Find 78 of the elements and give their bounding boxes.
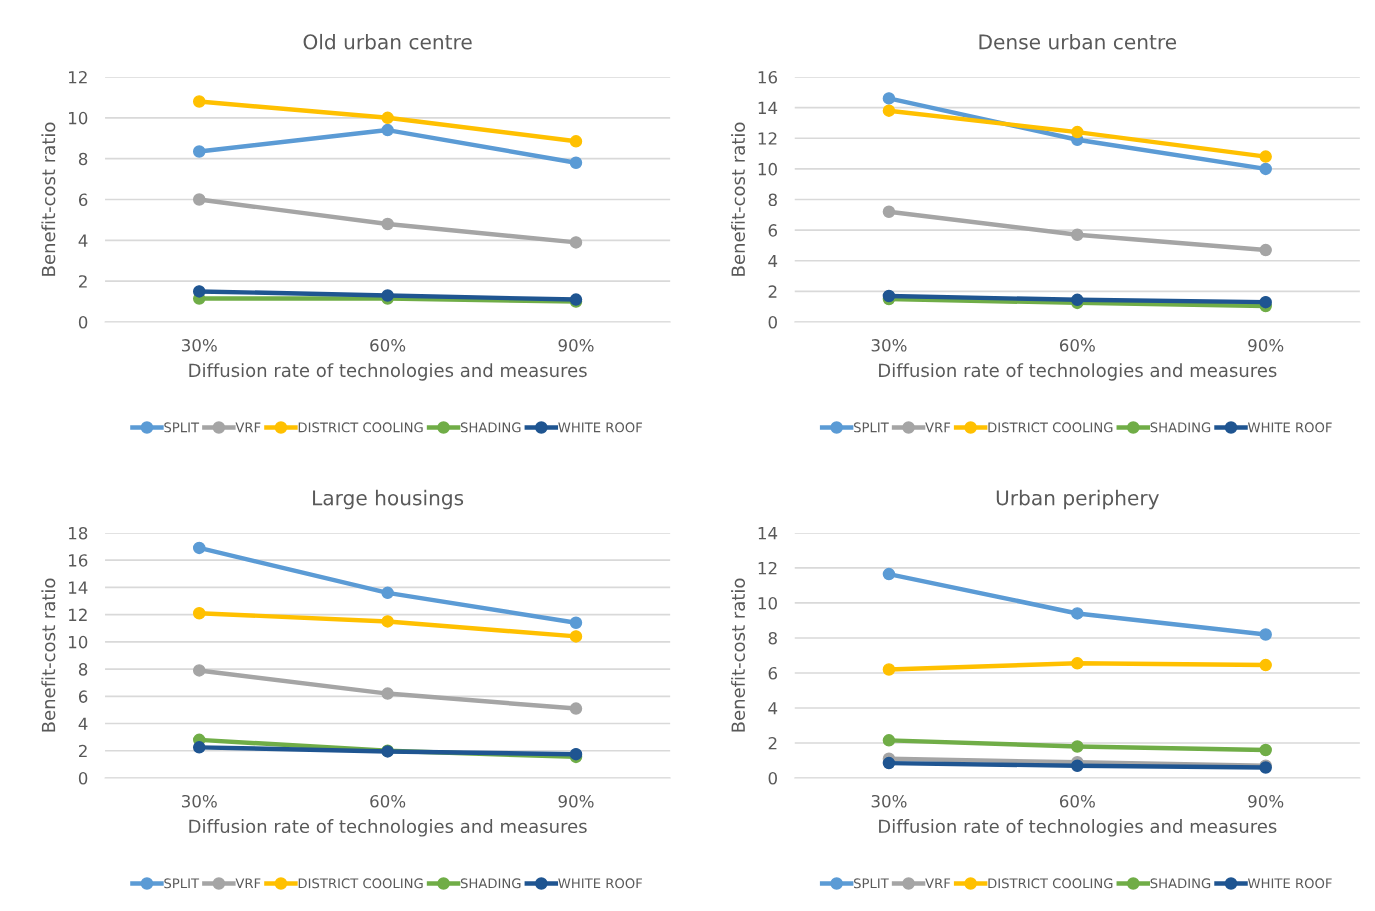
legend-label: DISTRICT COOLING bbox=[988, 422, 1113, 433]
y-tick-label: 2 bbox=[768, 736, 777, 750]
chart-title: Old urban centre bbox=[303, 33, 472, 50]
y-tick-label: 4 bbox=[768, 254, 778, 268]
y-tick-label: 4 bbox=[78, 234, 88, 247]
y-axis-title: Benefit-cost ratio bbox=[41, 122, 56, 276]
legend-label: WHITE ROOF bbox=[558, 422, 643, 433]
y-tick-label: 12 bbox=[758, 132, 777, 145]
y-tick-label: 10 bbox=[758, 596, 777, 610]
y-axis-title: Benefit-cost ratio bbox=[731, 578, 746, 732]
legend-label: SHADING bbox=[1150, 878, 1211, 889]
legend-label: SHADING bbox=[460, 878, 521, 889]
x-tick-label: 30% bbox=[181, 339, 217, 352]
y-axis-title: Benefit-cost ratio bbox=[41, 578, 56, 732]
x-tick-label: 60% bbox=[1059, 794, 1095, 808]
y-tick-label: 14 bbox=[69, 581, 88, 594]
y-tick-label: 12 bbox=[69, 70, 87, 84]
x-tick-label: 90% bbox=[1248, 339, 1284, 352]
y-tick-label: 14 bbox=[758, 101, 778, 114]
y-tick-label: 0 bbox=[78, 771, 88, 785]
legend-label: WHITE ROOF bbox=[1247, 878, 1332, 889]
y-tick-label: 6 bbox=[78, 690, 88, 703]
x-tick-label: 90% bbox=[558, 794, 594, 808]
legend-label: VRF bbox=[235, 878, 261, 889]
legend-label: VRF bbox=[925, 422, 951, 433]
y-tick-label: 16 bbox=[758, 70, 778, 84]
y-tick-label: 4 bbox=[78, 717, 88, 730]
legend-label: SPLIT bbox=[854, 422, 889, 433]
x-tick-label: 30% bbox=[871, 794, 907, 808]
y-tick-label: 6 bbox=[768, 666, 778, 680]
legend-label: SPLIT bbox=[164, 878, 200, 889]
y-tick-label: 6 bbox=[78, 193, 88, 207]
legend-label: WHITE ROOF bbox=[558, 878, 643, 889]
y-tick-label: 4 bbox=[768, 702, 778, 715]
legend-label: SHADING bbox=[460, 422, 521, 433]
legend-label: DISTRICT COOLING bbox=[988, 878, 1113, 889]
y-axis-title: Benefit-cost ratio bbox=[731, 122, 746, 276]
x-tick-label: 30% bbox=[871, 339, 907, 352]
y-tick-label: 2 bbox=[768, 285, 777, 298]
y-tick-label: 8 bbox=[768, 631, 777, 645]
chart-title: Urban periphery bbox=[996, 489, 1159, 510]
y-tick-label: 8 bbox=[78, 152, 88, 166]
y-tick-label: 0 bbox=[768, 316, 777, 329]
y-tick-label: 8 bbox=[768, 193, 777, 207]
legend-label: DISTRICT COOLING bbox=[298, 878, 423, 889]
y-tick-label: 10 bbox=[69, 635, 88, 649]
x-axis-title: Diffusion rate of technologies and measures bbox=[189, 363, 587, 381]
chart-title: Dense urban centre bbox=[979, 33, 1177, 50]
legend-label: SPLIT bbox=[164, 422, 200, 433]
legend-label: VRF bbox=[925, 878, 951, 889]
y-tick-label: 2 bbox=[79, 275, 87, 288]
y-tick-label: 10 bbox=[69, 111, 88, 125]
legend-label: WHITE ROOF bbox=[1247, 422, 1332, 433]
x-tick-label: 60% bbox=[370, 339, 406, 352]
y-tick-label: 0 bbox=[768, 771, 777, 785]
y-tick-label: 16 bbox=[69, 554, 88, 567]
x-tick-label: 90% bbox=[1248, 794, 1284, 808]
x-axis-title: Diffusion rate of technologies and measures bbox=[879, 363, 1277, 381]
legend-label: SPLIT bbox=[854, 878, 889, 889]
x-tick-label: 60% bbox=[370, 794, 406, 808]
legend-label: DISTRICT COOLING bbox=[298, 422, 423, 433]
y-tick-label: 12 bbox=[758, 561, 777, 575]
x-axis-title: Diffusion rate of technologies and measures bbox=[879, 819, 1277, 837]
x-tick-label: 60% bbox=[1059, 339, 1095, 352]
y-tick-label: 2 bbox=[79, 744, 87, 758]
x-tick-label: 90% bbox=[558, 339, 594, 352]
y-tick-label: 14 bbox=[758, 527, 778, 540]
legend-label: SHADING bbox=[1150, 422, 1211, 433]
y-tick-label: 6 bbox=[768, 224, 778, 237]
x-axis-title: Diffusion rate of technologies and measures bbox=[189, 819, 587, 837]
x-tick-label: 30% bbox=[181, 794, 217, 808]
y-tick-label: 0 bbox=[78, 316, 88, 329]
y-tick-label: 8 bbox=[78, 663, 88, 676]
y-tick-label: 10 bbox=[758, 162, 777, 176]
y-tick-label: 18 bbox=[69, 526, 88, 540]
y-tick-label: 12 bbox=[69, 608, 87, 621]
chart-title: Large housings bbox=[313, 489, 464, 510]
legend-label: VRF bbox=[235, 422, 261, 433]
